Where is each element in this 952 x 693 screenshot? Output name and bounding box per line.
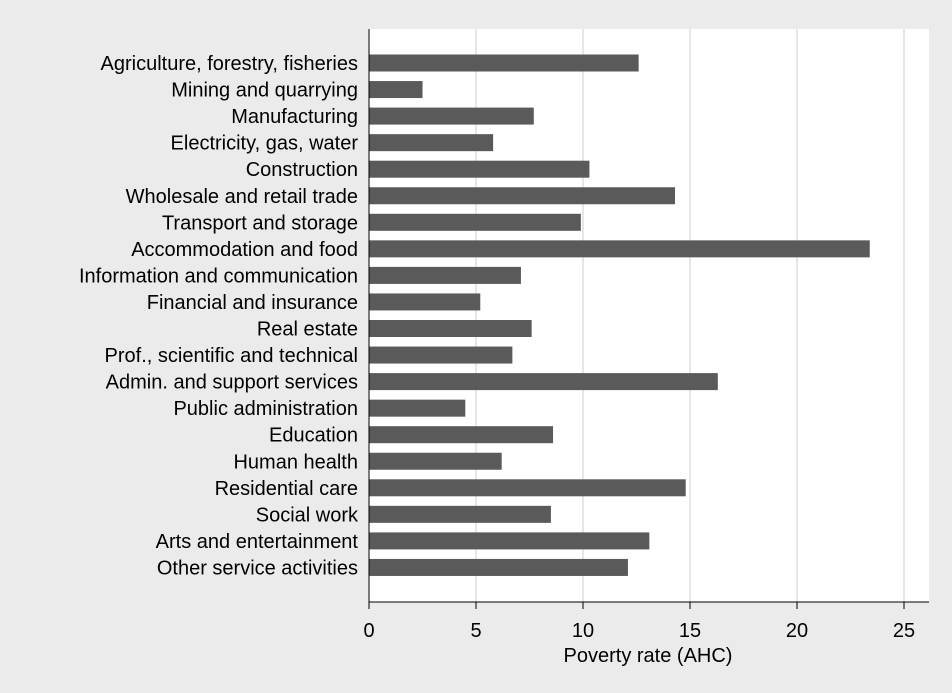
- bar-5: [369, 160, 590, 178]
- category-label-10: Financial and insurance: [147, 292, 358, 314]
- category-label-3: Manufacturing: [231, 106, 358, 128]
- x-tick-label-25: 25: [893, 620, 915, 642]
- category-label-20: Other service activities: [157, 557, 358, 579]
- category-label-16: Human health: [233, 451, 358, 473]
- x-tick-label-5: 5: [470, 620, 481, 642]
- category-label-19: Arts and entertainment: [156, 531, 359, 553]
- category-label-9: Information and communication: [79, 265, 358, 287]
- bar-2: [369, 81, 423, 99]
- x-tick-label-10: 10: [572, 620, 594, 642]
- category-label-2: Mining and quarrying: [171, 80, 358, 102]
- bar-13: [369, 373, 718, 391]
- bar-9: [369, 266, 521, 284]
- bar-10: [369, 293, 481, 311]
- bar-20: [369, 558, 628, 576]
- bar-15: [369, 426, 554, 444]
- bar-4: [369, 134, 494, 152]
- category-label-18: Social work: [256, 504, 359, 526]
- category-labels: Agriculture, forestry, fisheries Mining a…: [79, 53, 359, 579]
- bar-11: [369, 320, 532, 337]
- category-label-8: Accommodation and food: [131, 239, 358, 261]
- bar-3: [369, 107, 534, 125]
- category-label-6: Wholesale and retail trade: [126, 186, 358, 208]
- category-label-15: Education: [269, 425, 358, 447]
- category-label-11: Real estate: [257, 319, 358, 341]
- x-tick-label-0: 0: [363, 620, 374, 642]
- bar-19: [369, 532, 650, 550]
- x-tick-label-20: 20: [786, 620, 808, 642]
- x-axis-title: Poverty rate (AHC): [564, 645, 733, 667]
- bars: [369, 54, 870, 576]
- category-label-7: Transport and storage: [162, 212, 358, 234]
- bar-14: [369, 399, 466, 417]
- bar-16: [369, 452, 502, 470]
- bar-17: [369, 479, 686, 497]
- x-tick-labels: 0 5 10 15 20 25: [363, 620, 915, 642]
- category-label-5: Construction: [246, 159, 358, 181]
- bar-8: [369, 240, 870, 258]
- bar-12: [369, 346, 513, 364]
- category-label-4: Electricity, gas, water: [171, 133, 359, 155]
- category-label-12: Prof., scientific and technical: [105, 345, 358, 367]
- bar-6: [369, 187, 676, 205]
- category-label-17: Residential care: [215, 478, 358, 500]
- x-tick-label-15: 15: [679, 620, 701, 642]
- bar-7: [369, 213, 581, 231]
- axes: [368, 29, 929, 609]
- category-label-1: Agriculture, forestry, fisheries: [101, 53, 359, 75]
- bar-1: [369, 54, 639, 72]
- category-label-13: Admin. and support services: [106, 372, 358, 394]
- bar-18: [369, 505, 551, 523]
- category-label-14: Public administration: [173, 398, 358, 420]
